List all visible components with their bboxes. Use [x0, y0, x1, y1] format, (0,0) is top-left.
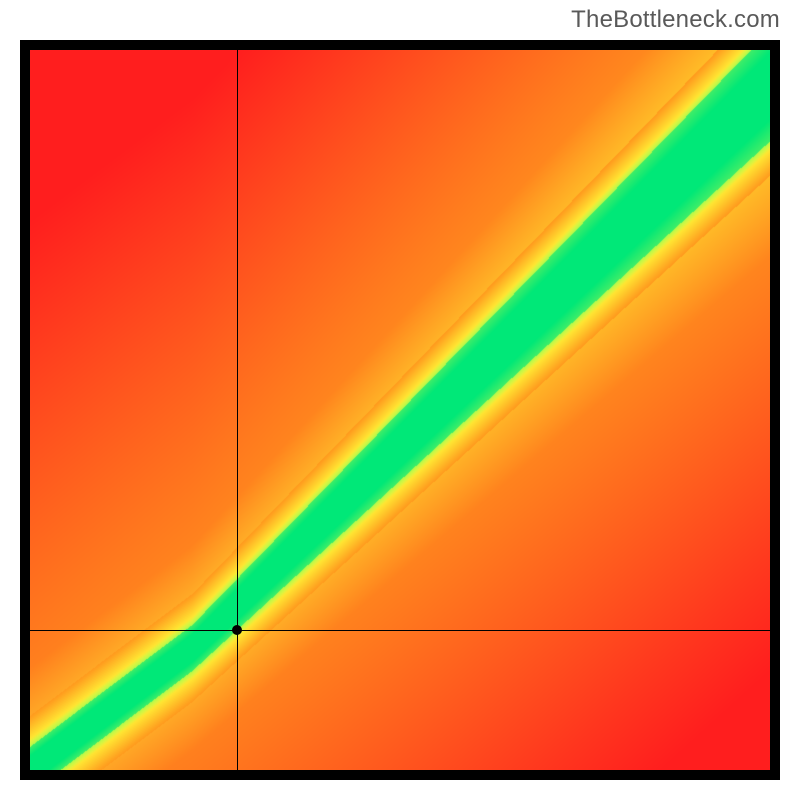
heatmap-plot [20, 40, 780, 780]
heatmap-canvas [30, 50, 770, 770]
crosshair-horizontal [30, 630, 770, 631]
stage: TheBottleneck.com [0, 0, 800, 800]
watermark-text: TheBottleneck.com [571, 6, 780, 34]
crosshair-point [232, 625, 242, 635]
crosshair-vertical [237, 50, 238, 770]
